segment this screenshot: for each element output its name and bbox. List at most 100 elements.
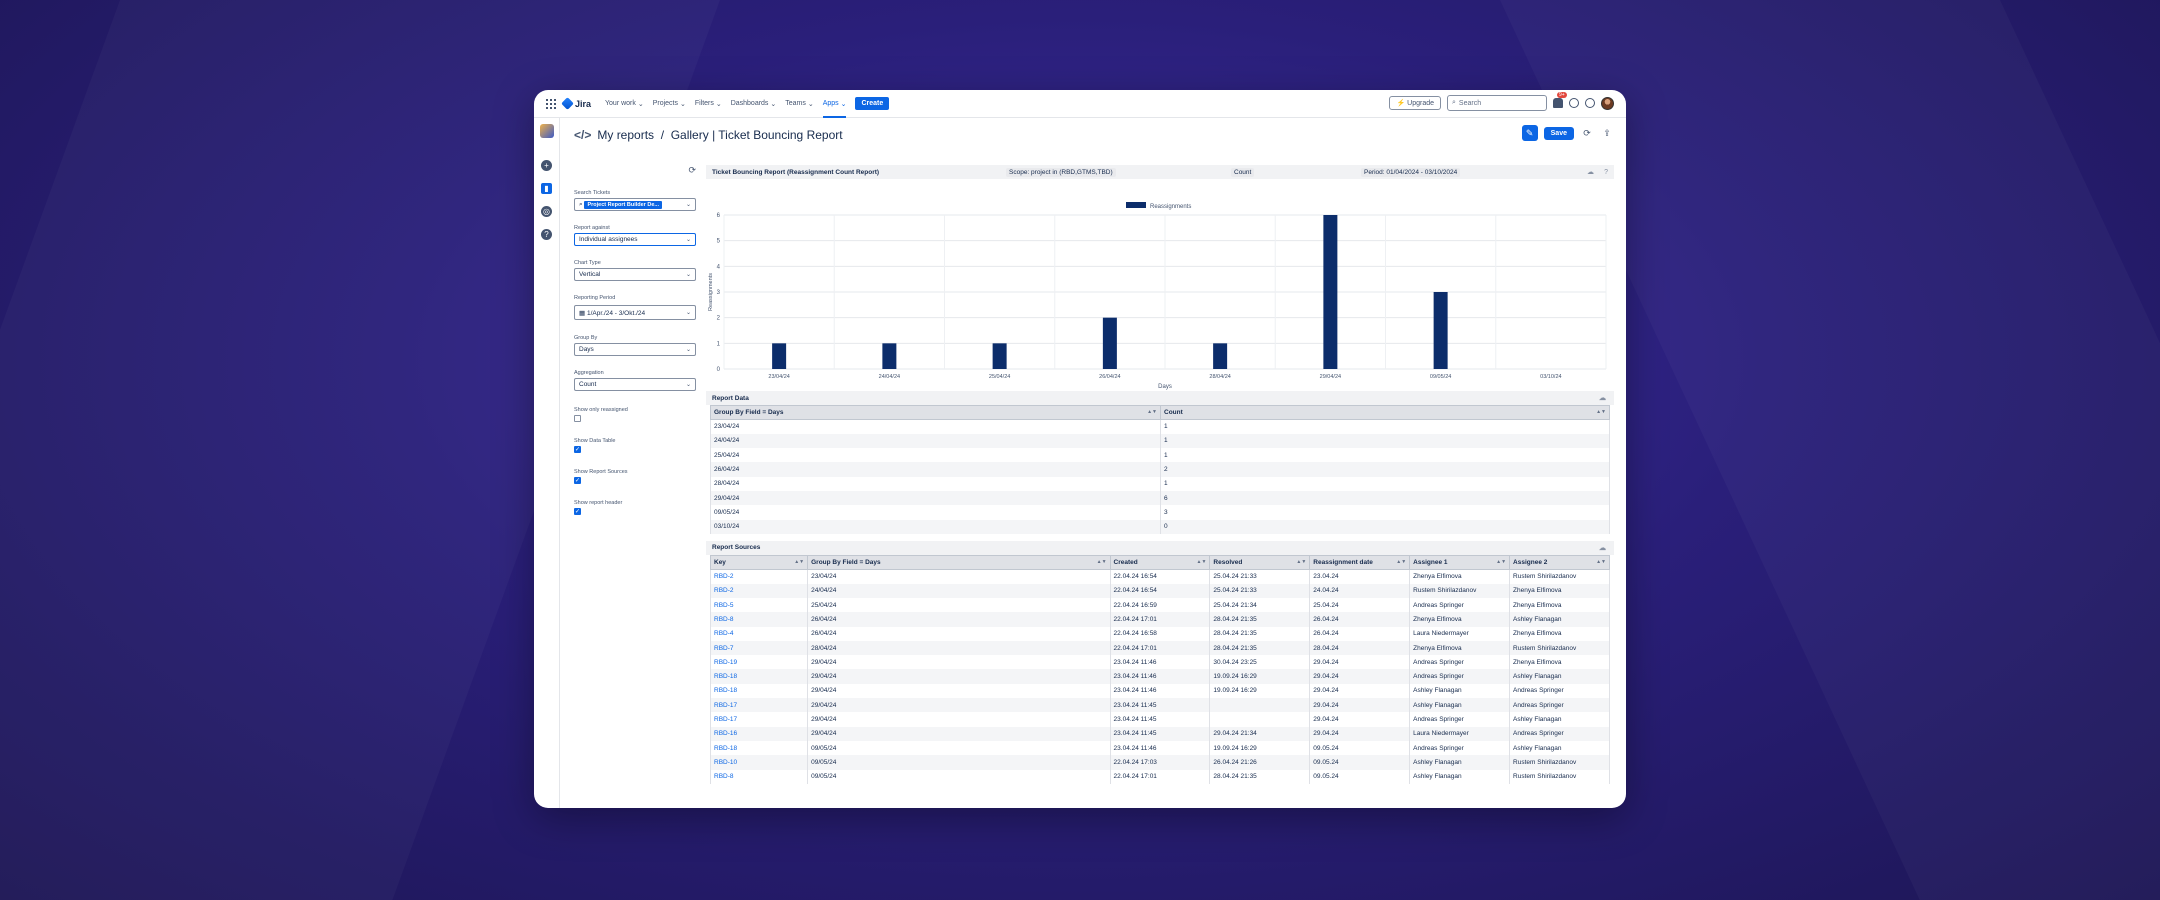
table-row: RBD-2 23/04/24 22.04.24 16:54 25.04.24 21:3… (709, 569, 1610, 584)
search-tickets-select[interactable]: ⌕ Project Report Builder De... ⌄ (574, 198, 696, 211)
issue-key-link[interactable]: RBD-17 (709, 712, 809, 727)
table-row: RBD-18 09/05/24 23.04.24 11:46 19.09.24 16:… (709, 740, 1610, 756)
table-cell: 23.04.24 11:46 (1109, 655, 1211, 670)
table-cell: 22.04.24 16:59 (1109, 597, 1211, 613)
chevron-down-icon: ⌄ (685, 382, 691, 388)
reporting-period-picker[interactable]: ▦ 1/Apr./24 - 3/Okt./24 ⌄ (574, 305, 696, 320)
settings-icon[interactable]: ◎ (541, 206, 552, 217)
nav-your-work[interactable]: Your work ⌄ (605, 100, 644, 108)
breadcrumb[interactable]: My reports / (597, 128, 671, 142)
issue-key-link[interactable]: RBD-4 (709, 626, 809, 641)
table-row: RBD-18 29/04/24 23.04.24 11:46 19.09.24 16:… (709, 683, 1610, 699)
table-cell: Andreas Springer (1409, 712, 1511, 727)
table-row: 23/04/24 1 (710, 419, 1610, 434)
issue-key-link[interactable]: RBD-8 (709, 769, 809, 784)
chart-icon[interactable]: ▮ (541, 183, 552, 194)
refresh-icon[interactable]: ⟳ (688, 165, 696, 175)
issue-key-link[interactable]: RBD-10 (709, 755, 809, 770)
issue-key-link[interactable]: RBD-5 (709, 597, 809, 613)
y-tick-label: 3 (717, 290, 721, 296)
notifications-icon[interactable]: 9+ (1553, 92, 1567, 108)
aggregation-select[interactable]: Count ⌄ (574, 378, 696, 391)
app-switcher-icon[interactable] (546, 98, 556, 109)
column-header[interactable]: Reassignment date ▲▼ (1309, 554, 1411, 570)
left-sidebar: + ▮ ◎ ? (534, 118, 560, 808)
notification-badge: 9+ (1557, 92, 1567, 98)
column-header-group[interactable]: Group By Field = Days ▲▼ (710, 405, 1161, 420)
download-icon[interactable]: ☁ (1599, 395, 1606, 402)
only-reassigned-checkbox[interactable] (574, 415, 581, 422)
nav-projects[interactable]: Projects ⌄ (652, 100, 686, 108)
issue-key-link[interactable]: RBD-18 (709, 669, 809, 684)
edit-button[interactable]: ✎ (1521, 125, 1538, 141)
table-cell: 23.04.24 (1309, 569, 1411, 584)
table-cell: Rustem Shirilazdanov (1509, 755, 1610, 770)
column-header[interactable]: Assignee 1 ▲▼ (1409, 554, 1511, 570)
x-tick-label: 03/10/24 (1540, 374, 1561, 380)
app-logo-icon[interactable] (539, 124, 554, 138)
avatar[interactable] (1601, 96, 1614, 110)
x-tick-label: 28/04/24 (1209, 374, 1230, 380)
download-icon[interactable]: ☁ (1599, 544, 1606, 552)
table-cell: Andreas Springer (1409, 740, 1511, 756)
nav-filters[interactable]: Filters ⌄ (694, 100, 722, 108)
save-button[interactable]: Save (1543, 126, 1574, 140)
table-cell: 29.04.24 (1309, 669, 1411, 684)
table-cell: 24/04/24 (710, 433, 1161, 449)
column-header[interactable]: Group By Field = Days ▲▼ (807, 554, 1111, 570)
issue-key-link[interactable]: RBD-18 (709, 740, 809, 756)
group-by-label: Group By (574, 335, 598, 341)
issue-key-link[interactable]: RBD-8 (709, 612, 809, 627)
column-header-count[interactable]: Count ▲▼ (1160, 405, 1610, 420)
settings-icon[interactable] (1585, 98, 1595, 108)
issue-key-link[interactable]: RBD-16 (709, 726, 809, 741)
help-icon[interactable]: ? (1604, 168, 1608, 176)
nav-teams[interactable]: Teams ⌄ (785, 100, 814, 108)
nav-apps[interactable]: Apps ⌄ (822, 90, 846, 118)
group-by-select[interactable]: Days ⌄ (574, 343, 696, 356)
show-header-checkbox[interactable]: ✓ (574, 508, 581, 515)
help-icon[interactable]: ? (541, 229, 552, 240)
issue-key-link[interactable]: RBD-2 (709, 583, 809, 598)
help-icon[interactable] (1569, 98, 1579, 108)
column-header[interactable]: Assignee 2 ▲▼ (1509, 554, 1610, 570)
table-cell: 29/04/24 (807, 655, 1111, 670)
issue-key-link[interactable]: RBD-17 (709, 698, 809, 713)
jira-logo[interactable]: Jira (561, 97, 591, 110)
y-tick-label: 4 (717, 264, 721, 270)
show-sources-label: Show Report Sources (574, 469, 628, 475)
issue-key-link[interactable]: RBD-2 (709, 569, 809, 584)
show-sources-checkbox[interactable]: ✓ (574, 477, 581, 484)
chevron-down-icon: ⌄ (685, 310, 691, 316)
table-cell: 23/04/24 (807, 569, 1111, 584)
column-header[interactable]: Resolved ▲▼ (1209, 554, 1311, 570)
table-cell: 26/04/24 (710, 462, 1161, 477)
search-icon: ⌕ (1452, 99, 1456, 106)
x-tick-label: 26/04/24 (1099, 374, 1120, 380)
table-row: 24/04/24 1 (710, 433, 1610, 449)
issue-key-link[interactable]: RBD-18 (709, 683, 809, 699)
search-input[interactable]: ⌕ Search (1447, 95, 1547, 111)
show-table-checkbox[interactable]: ✓ (574, 446, 581, 453)
table-row: RBD-19 29/04/24 23.04.24 11:46 30.04.24 23:… (709, 655, 1610, 670)
table-cell: 29.04.24 21:34 (1209, 726, 1311, 741)
nav-dashboards[interactable]: Dashboards ⌄ (730, 100, 777, 108)
table-cell: Zhenya Elfimova (1509, 597, 1610, 613)
table-cell: 29.04.24 (1309, 726, 1411, 741)
only-reassigned-label: Show only reassigned (574, 407, 628, 413)
add-icon[interactable]: + (541, 160, 552, 171)
table-cell: 1 (1160, 448, 1610, 463)
upgrade-button[interactable]: ⚡ Upgrade (1389, 96, 1441, 110)
download-icon[interactable]: ☁ (1587, 169, 1594, 176)
column-header[interactable]: Created ▲▼ (1109, 554, 1211, 570)
share-button[interactable]: ⇪ (1603, 127, 1611, 138)
create-button[interactable]: Create (855, 97, 890, 110)
issue-key-link[interactable]: RBD-7 (709, 640, 809, 656)
report-against-select[interactable]: Individual assignees ⌄ (574, 233, 696, 246)
column-header[interactable]: Key ▲▼ (709, 554, 809, 570)
chart-type-select[interactable]: Vertical ⌄ (574, 268, 696, 281)
refresh-button[interactable]: ⟳ (1583, 127, 1591, 138)
issue-key-link[interactable]: RBD-19 (709, 655, 809, 670)
search-icon: ⌕ (579, 200, 583, 208)
table-cell: 09/05/24 (807, 740, 1111, 756)
